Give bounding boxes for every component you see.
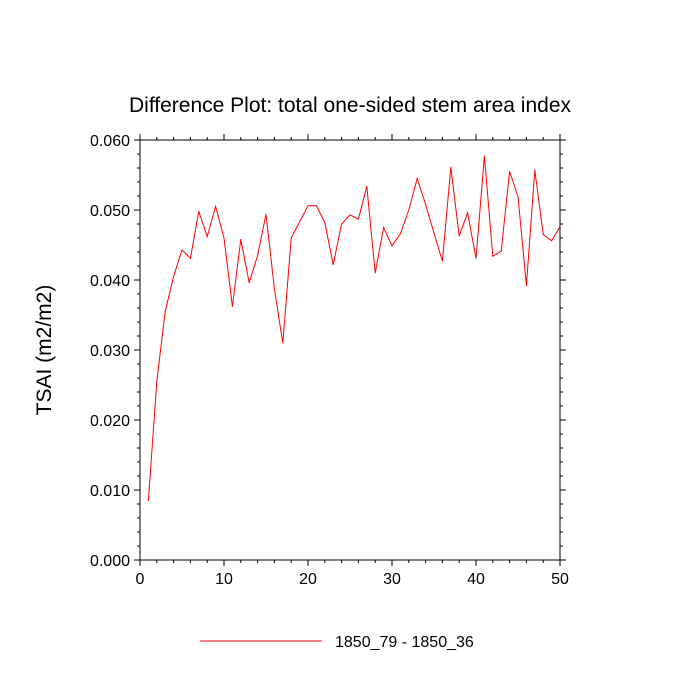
data-point [551,240,553,242]
axis-ticks [134,134,566,566]
legend-label: 1850_79 - 1850_36 [335,634,474,651]
data-point [441,260,443,262]
x-tick-label: 0 [136,571,145,588]
data-point [349,214,351,216]
data-point [307,205,309,207]
data-point [391,245,393,247]
chart-title: Difference Plot: total one-sided stem ar… [129,94,572,117]
data-point [223,237,225,239]
x-tick-label: 10 [215,571,233,588]
data-point [189,257,191,259]
data-point [181,249,183,251]
data-point [408,209,410,211]
data-point [273,288,275,290]
data-point [416,178,418,179]
data-point [500,250,502,252]
y-tick-label: 0.020 [90,413,130,430]
y-tick-label: 0.060 [90,133,130,150]
data-point [559,226,561,228]
plot-frame [139,139,561,561]
data-point [475,257,477,259]
data-point [534,169,536,171]
data-point [265,213,267,215]
x-tick-label: 30 [383,571,401,588]
legend: 1850_79 - 1850_36 [200,634,474,651]
data-point [282,342,284,344]
data-point [458,235,460,237]
data-point [248,282,250,284]
data-point [206,236,208,238]
data-point [164,311,166,312]
series-layer [147,155,561,501]
data-point [525,285,527,287]
data-point [341,223,343,225]
y-axis-label: TSAI (m2/m2) [33,285,56,416]
data-point [425,203,427,205]
data-point [147,500,149,501]
data-point [542,234,544,235]
y-tick-label: 0.050 [90,203,130,220]
data-point [240,238,242,240]
data-point [467,212,469,214]
y-tick-label: 0.000 [90,553,130,570]
data-point [257,255,259,256]
data-point [374,272,376,274]
axis-tick-labels: 0 10 20 30 40 50 0.000 0.010 0.020 0.030 0.040 0.05… [90,133,569,588]
data-point [173,276,175,277]
data-point [450,166,452,168]
data-point [383,227,385,228]
data-point [357,218,359,220]
data-point [315,205,317,207]
data-point [366,185,368,187]
x-tick-label: 20 [299,571,317,588]
x-tick-label: 40 [467,571,485,588]
series-line [147,156,561,501]
y-tick-label: 0.040 [90,273,130,290]
y-tick-label: 0.010 [90,483,130,500]
data-point [324,222,326,224]
data-point [290,237,292,239]
data-point [517,196,519,198]
x-tick-label: 50 [551,571,569,588]
data-point [433,232,435,234]
data-point [332,264,334,266]
data-point [299,221,301,223]
data-point [198,210,200,212]
data-point [156,381,158,382]
data-point [509,171,511,172]
data-point [399,233,401,235]
data-point [492,255,494,257]
data-point [215,206,217,207]
data-point [483,155,485,157]
data-point [231,306,233,308]
y-tick-label: 0.030 [90,343,130,360]
